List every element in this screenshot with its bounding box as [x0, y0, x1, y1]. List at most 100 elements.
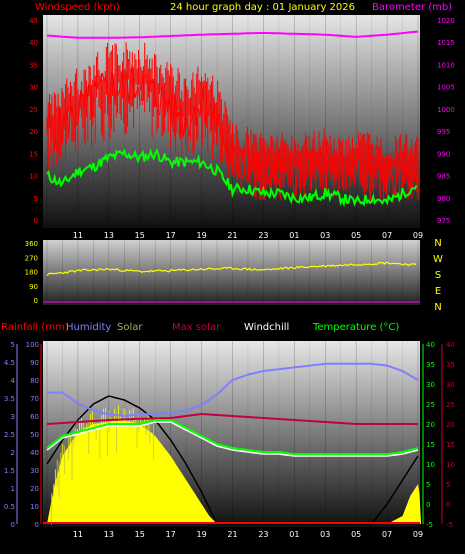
direction-panel-series	[43, 261, 420, 303]
x-tick-label: 05	[351, 530, 361, 539]
humidity-tick: 30	[30, 467, 39, 475]
direction-axis: 0 90 180 270 360	[25, 240, 38, 305]
legend-windchill: Windchill	[244, 322, 289, 333]
max-solar-tick: 5	[446, 481, 450, 489]
rainfall-tick: 4.5	[4, 359, 15, 367]
temperature-tick: 0	[426, 501, 430, 509]
rainfall-tick: 3	[11, 413, 15, 421]
humidity-tick: 80	[30, 377, 39, 385]
barometer-tick: 990	[437, 150, 450, 158]
rainfall-tick: 5	[11, 341, 15, 349]
max-solar-tick: 25	[446, 401, 455, 409]
x-tick-label: 11	[73, 530, 83, 539]
windchill-line	[46, 421, 419, 457]
max-solar-tick: 35	[446, 361, 455, 369]
humidity-tick: 70	[30, 395, 39, 403]
wind-panel-x-axis: 11 13 15 17 19 21 23 01 03 05 07 09	[73, 231, 423, 240]
x-tick-label: 17	[166, 530, 176, 539]
windspeed-tick: 0	[34, 217, 38, 225]
barometer-line	[46, 30, 419, 39]
humidity-tick: 20	[30, 485, 39, 493]
windspeed-tick: 40	[29, 39, 38, 47]
x-tick-label: 21	[227, 231, 237, 240]
barometer-tick: 1015	[437, 39, 455, 47]
x-tick-label: 05	[351, 231, 361, 240]
x-tick-label: 13	[104, 530, 114, 539]
wind-direction-line	[46, 261, 417, 276]
x-tick-label: 11	[73, 231, 83, 240]
humidity-tick: 50	[30, 431, 39, 439]
x-tick-label: 03	[320, 231, 330, 240]
compass-label: W	[433, 254, 443, 265]
rainfall-tick: 0	[11, 521, 15, 529]
windspeed-tick: 45	[29, 17, 38, 25]
max-solar-tick: 10	[446, 461, 455, 469]
x-tick-label: 03	[320, 530, 330, 539]
temperature-tick: 40	[426, 341, 435, 349]
rainfall-tick: 2.5	[4, 431, 15, 439]
windspeed-tick: 20	[29, 128, 38, 136]
humidity-tick: 0	[35, 521, 39, 529]
windspeed-tick: 5	[34, 195, 38, 203]
barometer-tick: 980	[437, 195, 450, 203]
humidity-line	[47, 362, 419, 418]
compass-label: N	[434, 238, 441, 249]
x-tick-label: 17	[166, 231, 176, 240]
compass-label: S	[435, 270, 441, 281]
average-wind-line	[46, 147, 418, 208]
legend-rainfall: Rainfall (mm)	[1, 322, 69, 333]
barometer-tick: 1005	[437, 84, 455, 92]
max-solar-tick: 15	[446, 441, 455, 449]
windspeed-axis-title: Windspeed (kph)	[35, 2, 120, 13]
temp-panel-series	[43, 362, 422, 525]
x-tick-label: 07	[382, 530, 392, 539]
x-tick-label: 15	[135, 231, 145, 240]
temperature-tick: 20	[426, 421, 435, 429]
compass-label: N	[434, 302, 441, 313]
barometer-tick: 995	[437, 128, 450, 136]
temperature-tick: 10	[426, 461, 435, 469]
legend-solar: Solar	[117, 322, 143, 333]
temperature-tick: 35	[426, 361, 435, 369]
direction-tick: 180	[25, 269, 38, 277]
temperature-tick: 30	[426, 381, 435, 389]
temp-panel-axes: 00.511.522.533.544.550102030405060708090…	[4, 341, 455, 529]
x-tick-label: 01	[289, 231, 299, 240]
temperature-tick: 15	[426, 441, 435, 449]
legend-max-solar: Max solar	[172, 322, 221, 333]
compass-label: E	[435, 286, 441, 297]
x-tick-label: 07	[382, 231, 392, 240]
chart-title: 24 hour graph day : 01 January 2026	[170, 2, 355, 13]
barometer-axis: 975 980 985 990 995 1000 1005 1010 1015 1020	[437, 17, 455, 225]
direction-panel-background	[43, 240, 420, 305]
wind-panel-background	[43, 15, 420, 228]
barometer-tick: 985	[437, 173, 450, 181]
x-tick-label: 23	[258, 530, 268, 539]
temp-panel-x-axis: 11 13 15 17 19 21 23 01 03 05 07 09	[73, 530, 423, 539]
temperature-line	[46, 419, 419, 455]
max-solar-line	[46, 412, 418, 425]
barometer-tick: 1020	[437, 17, 455, 25]
max-solar-tick: 40	[446, 341, 455, 349]
barometer-tick: 975	[437, 217, 450, 225]
barometer-axis-title: Barometer (mb)	[372, 2, 452, 13]
humidity-tick: 100	[26, 341, 39, 349]
windspeed-tick: 10	[29, 173, 38, 181]
humidity-tick: 40	[30, 449, 39, 457]
windspeed-tick: 35	[29, 61, 38, 69]
direction-tick: 270	[25, 254, 38, 262]
direction-tick: 90	[29, 283, 38, 291]
rainfall-tick: 4	[11, 377, 16, 385]
temperature-tick: 5	[426, 481, 430, 489]
windspeed-axis: 0 5 10 15 20 25 30 35 40 45	[29, 17, 38, 225]
windspeed-tick: 25	[29, 106, 38, 114]
rainfall-tick: 1	[11, 485, 15, 493]
barometer-tick: 1000	[437, 106, 455, 114]
x-tick-label: 23	[258, 231, 268, 240]
windspeed-line	[46, 64, 417, 198]
x-tick-label: 13	[104, 231, 114, 240]
windspeed-tick: 30	[29, 84, 38, 92]
x-tick-label: 19	[196, 530, 206, 539]
